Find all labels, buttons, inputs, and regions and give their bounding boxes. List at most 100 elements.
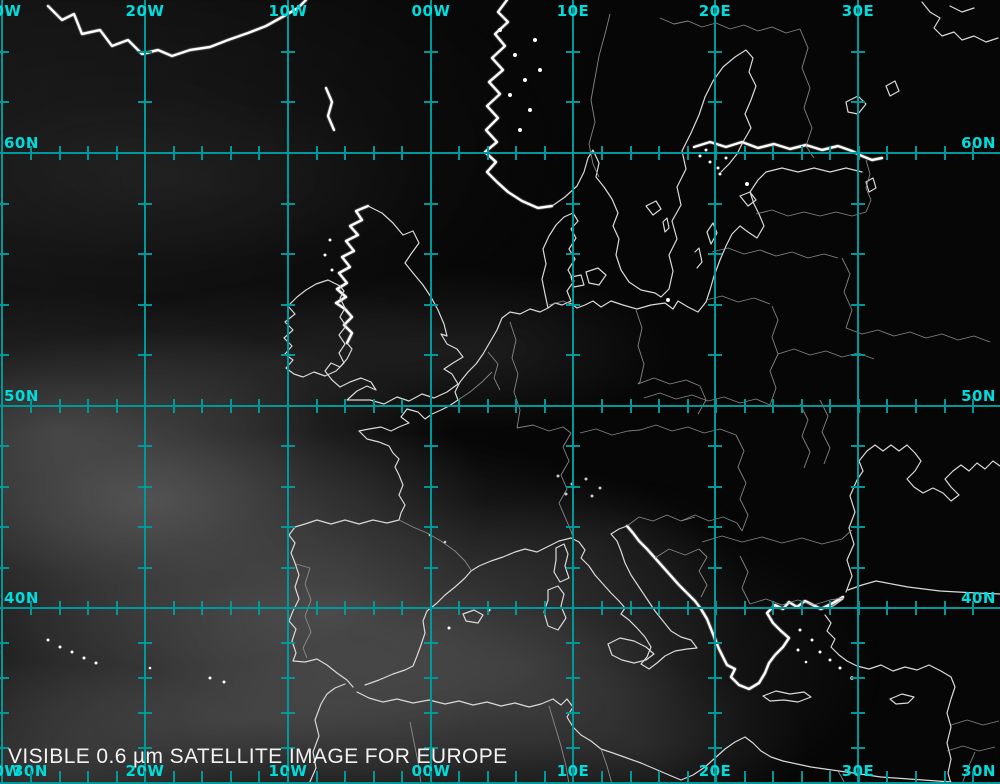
lon-minor-tick: [515, 771, 517, 783]
meridian-line-20E: [714, 0, 716, 784]
lat-minor-tick: [281, 304, 295, 306]
lat-minor-tick: [281, 567, 295, 569]
lon-minor-tick: [230, 399, 232, 413]
lon-minor-tick: [344, 771, 346, 783]
lat-minor-tick: [708, 101, 722, 103]
lon-minor-tick: [401, 399, 403, 413]
lon-minor-tick: [487, 771, 489, 783]
lat-minor-tick: [0, 712, 9, 714]
lat-minor-tick: [566, 203, 580, 205]
lat-minor-tick: [138, 567, 152, 569]
lon-minor-tick: [59, 601, 61, 615]
lon-minor-tick: [744, 771, 746, 783]
morocco-atlantic-coast: [308, 683, 346, 784]
lon-minor-tick: [801, 771, 803, 783]
lon-minor-tick: [772, 601, 774, 615]
lat-minor-tick: [0, 747, 9, 749]
lat-minor-tick: [0, 486, 9, 488]
lon-minor-tick: [287, 146, 289, 160]
parallel-label-left-50N: 50N: [4, 387, 39, 405]
lat-minor-tick: [138, 253, 152, 255]
lon-minor-tick: [858, 399, 860, 413]
lat-minor-tick: [138, 445, 152, 447]
lat-minor-tick: [566, 304, 580, 306]
coastlines: [283, 1, 1000, 784]
lon-minor-tick: [858, 146, 860, 160]
lon-minor-tick: [430, 146, 432, 160]
lat-minor-tick: [424, 51, 438, 53]
lon-minor-tick: [458, 399, 460, 413]
lon-minor-tick: [829, 771, 831, 783]
lon-minor-tick: [915, 146, 917, 160]
lon-minor-tick: [230, 146, 232, 160]
ireland-coast: [283, 279, 347, 378]
lon-minor-tick: [458, 146, 460, 160]
lat-minor-tick: [566, 51, 580, 53]
cyprus-island: [889, 693, 915, 705]
lat-minor-tick: [281, 747, 295, 749]
lon-minor-tick: [116, 399, 118, 413]
lon-minor-tick: [487, 601, 489, 615]
west-europe-atlantic-coast: [288, 307, 549, 688]
meridian-line-30W: [1, 0, 3, 784]
image-type-label: VISIBLE 0.6 µm SATELLITE IMAGE FOR EUROP…: [8, 745, 508, 768]
lon-minor-tick: [30, 399, 32, 413]
lon-minor-tick: [30, 601, 32, 615]
lon-minor-tick: [886, 399, 888, 413]
croatia-coast: [625, 524, 717, 641]
lon-minor-tick: [886, 771, 888, 783]
lon-minor-tick: [915, 399, 917, 413]
finland-south-coast: [692, 140, 884, 162]
lon-minor-tick: [173, 601, 175, 615]
lon-minor-tick: [572, 601, 574, 615]
lon-minor-tick: [915, 771, 917, 783]
lon-minor-tick: [601, 146, 603, 160]
lon-minor-tick: [87, 399, 89, 413]
lat-minor-tick: [0, 203, 9, 205]
lon-minor-tick: [801, 146, 803, 160]
lat-minor-tick: [424, 304, 438, 306]
parallel-label-right-40N: 40N: [961, 589, 996, 607]
lon-minor-tick: [544, 146, 546, 160]
lon-minor-tick: [258, 771, 260, 783]
title-overlay: VISIBLE 0.6 µm SATELLITE IMAGE FOR EUROP…: [8, 694, 508, 784]
lon-minor-tick: [658, 771, 660, 783]
lon-minor-tick: [401, 601, 403, 615]
turkey-west-south-levant-coast: [824, 614, 956, 784]
lon-minor-tick: [316, 146, 318, 160]
lat-minor-tick: [851, 445, 865, 447]
turkey-north-coast: [847, 580, 1000, 595]
lat-minor-tick: [138, 642, 152, 644]
lat-minor-tick: [851, 567, 865, 569]
lat-minor-tick: [281, 526, 295, 528]
lat-minor-tick: [424, 486, 438, 488]
lat-minor-tick: [0, 445, 9, 447]
lat-minor-tick: [138, 677, 152, 679]
lon-minor-tick: [944, 146, 946, 160]
lon-minor-tick: [715, 601, 717, 615]
white-sea-coast: [921, 1, 999, 43]
lon-minor-tick: [458, 601, 460, 615]
lat-minor-tick: [424, 712, 438, 714]
lake-vattern: [662, 217, 670, 233]
meridian-label-bottom-20E: 20E: [699, 762, 732, 780]
lat-minor-tick: [281, 486, 295, 488]
lat-minor-tick: [281, 253, 295, 255]
lon-minor-tick: [401, 146, 403, 160]
lon-minor-tick: [972, 601, 974, 615]
lake-ladoga: [845, 95, 867, 115]
lat-minor-tick: [138, 304, 152, 306]
lon-minor-tick: [544, 601, 546, 615]
lon-minor-tick: [401, 771, 403, 783]
lat-minor-tick: [281, 51, 295, 53]
parallel-label-right-30N: 30N: [961, 762, 996, 780]
lat-minor-tick: [708, 304, 722, 306]
lon-minor-tick: [116, 601, 118, 615]
lon-minor-tick: [144, 146, 146, 160]
lon-minor-tick: [430, 601, 432, 615]
gotland-island: [706, 222, 718, 245]
lat-minor-tick: [708, 354, 722, 356]
lon-minor-tick: [601, 601, 603, 615]
